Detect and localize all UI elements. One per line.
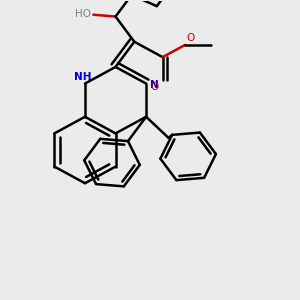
- Text: O: O: [186, 33, 194, 43]
- Text: NH: NH: [74, 72, 92, 82]
- Text: HO: HO: [76, 9, 91, 19]
- Text: N: N: [150, 80, 159, 90]
- Text: O: O: [150, 82, 158, 92]
